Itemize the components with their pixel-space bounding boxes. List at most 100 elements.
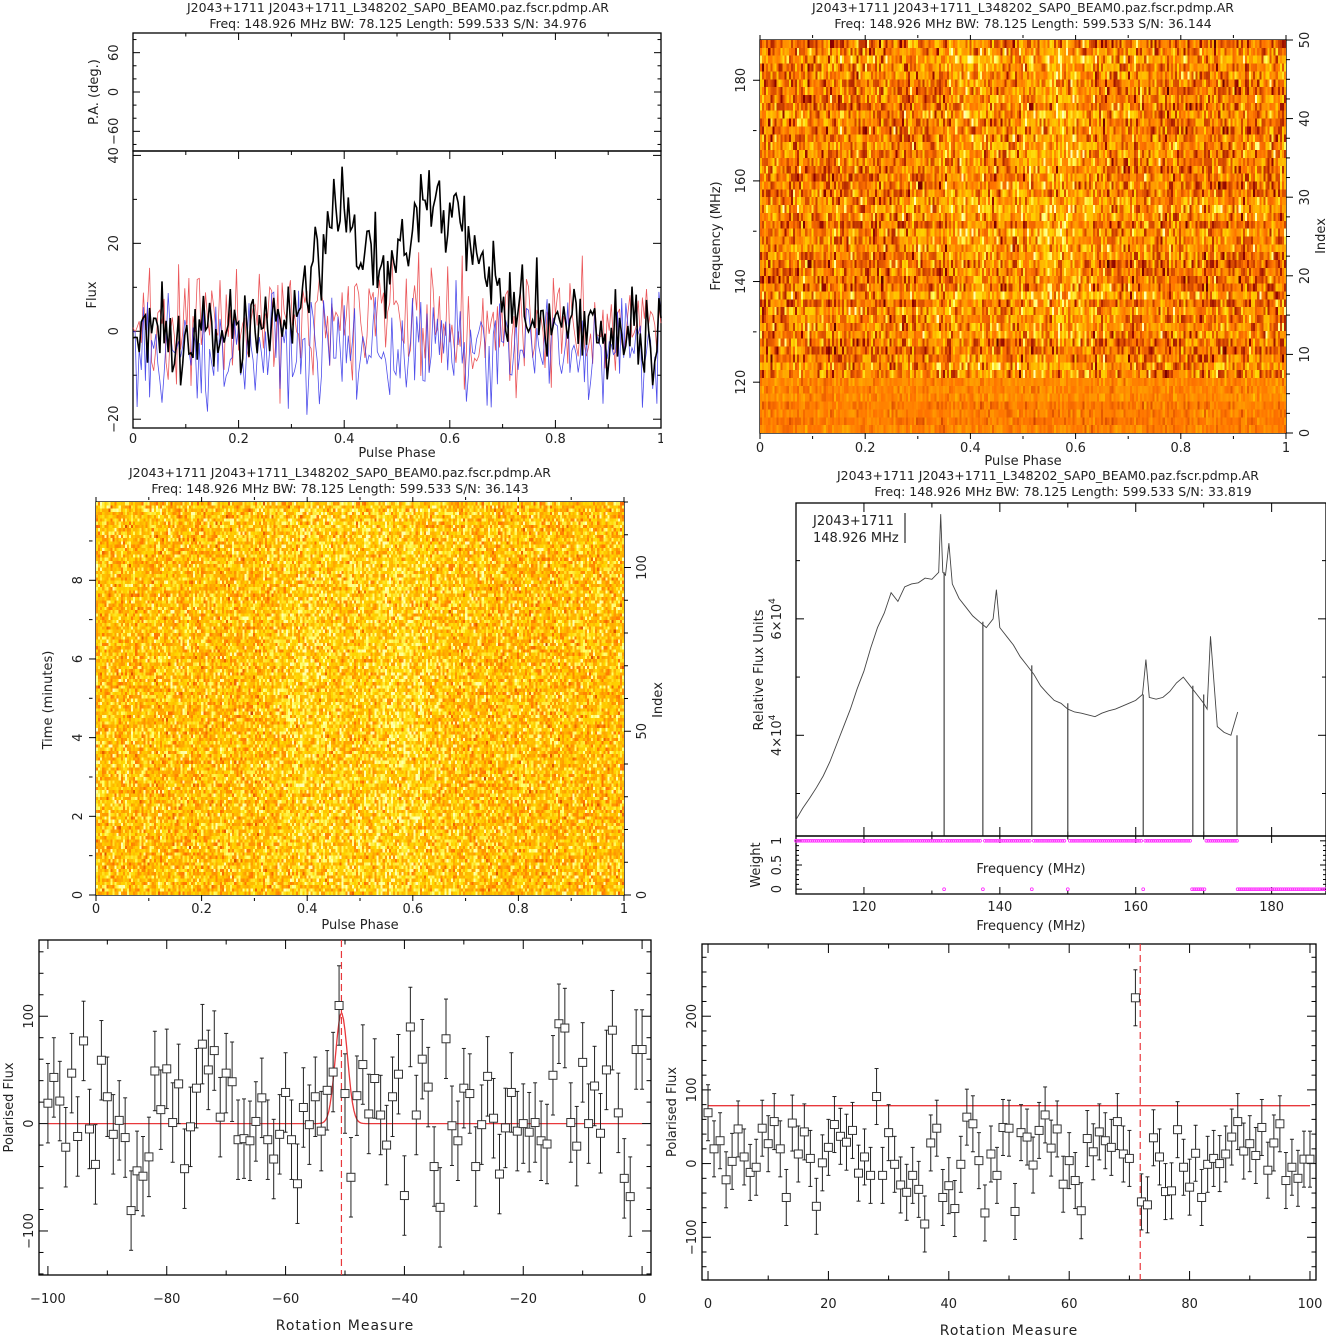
rm-data-point	[1185, 1182, 1195, 1192]
rm-data-point	[168, 1118, 178, 1128]
rm-data-point	[197, 1039, 207, 1049]
rm-data-point	[1179, 1162, 1189, 1172]
weight-point	[1262, 887, 1267, 892]
rm-data-point	[1215, 1159, 1225, 1169]
weight-point	[1188, 838, 1192, 843]
rm-data-point	[811, 1201, 821, 1211]
rm-data-point	[1076, 1206, 1086, 1216]
rm-data-point	[1293, 1173, 1303, 1183]
weight-point	[1001, 838, 1006, 843]
rm-data-point	[483, 1071, 493, 1081]
weight-point	[1202, 887, 1207, 892]
rm-data-point	[968, 1119, 978, 1129]
rm-data-point	[1004, 1123, 1014, 1133]
flux-y-tick-label: 0	[107, 327, 122, 335]
rm-data-point	[805, 1153, 815, 1163]
x-tick-label: 0.4	[334, 432, 355, 447]
rm-data-point	[560, 1023, 570, 1033]
rm-data-point	[781, 1192, 791, 1202]
freq-y-tick-label: 140	[734, 269, 749, 294]
weight-point	[924, 838, 929, 843]
weight-point	[865, 838, 870, 843]
weight-point	[1123, 838, 1127, 843]
pa-y-tick-label: −60	[107, 118, 122, 145]
rm-data-point	[102, 1092, 112, 1102]
weight-point	[1186, 838, 1190, 843]
weight-point	[1139, 838, 1144, 843]
weight-point	[1294, 887, 1299, 892]
weight-point	[1044, 838, 1048, 843]
rm-data-point	[739, 1152, 749, 1162]
weight-point	[1076, 838, 1080, 843]
weight-point	[1292, 887, 1297, 892]
weight-point	[1125, 838, 1129, 843]
weight-point	[1090, 838, 1095, 843]
weight-point	[1159, 838, 1164, 843]
weight-point	[1025, 838, 1030, 843]
rm-data-point	[584, 1119, 594, 1129]
rm-data-point	[364, 1109, 374, 1119]
weight-point	[1184, 838, 1188, 843]
rm-data-point	[263, 1135, 273, 1145]
rm-data-point	[126, 1206, 136, 1216]
weight-point	[1229, 838, 1233, 843]
rm-data-point	[733, 1124, 743, 1134]
weight-point	[1080, 838, 1084, 843]
weight-point	[818, 838, 823, 843]
weight-point	[1127, 838, 1131, 843]
weight-inner-x-label: Frequency (MHz)	[976, 862, 1085, 877]
rm-data-point	[1197, 1192, 1207, 1202]
weight-point	[1290, 887, 1295, 892]
rm-data-point	[938, 1192, 948, 1202]
rm-data-point	[745, 1167, 755, 1177]
weight-point	[1235, 887, 1240, 892]
weight-point	[900, 838, 904, 843]
rm-data-point	[823, 1142, 833, 1152]
weight-point	[1067, 838, 1072, 843]
weight-point	[1038, 838, 1042, 843]
rm-data-point	[1064, 1156, 1074, 1166]
rm-data-point	[180, 1164, 190, 1174]
rm-data-point	[156, 1105, 166, 1115]
weight-point	[1276, 887, 1281, 892]
weight-point	[804, 838, 809, 843]
freq-y-tick-label: 160	[734, 168, 749, 193]
rm-data-point	[1040, 1110, 1050, 1120]
rm-data-point	[90, 1159, 100, 1169]
weight-point	[885, 838, 890, 843]
rm-data-point	[411, 1110, 421, 1120]
weight-point	[943, 838, 948, 843]
rm-data-point	[926, 1138, 936, 1148]
x-tick-label: 0	[92, 902, 100, 917]
rm-data-point	[799, 1127, 809, 1137]
weight-point	[1078, 838, 1082, 843]
profile-line-blue	[132, 280, 662, 415]
spectrum-annotation-source: J2043+1711	[812, 514, 894, 529]
rm-data-point	[1082, 1134, 1092, 1144]
weight-point	[934, 838, 939, 843]
weight-point	[978, 838, 982, 843]
rm-data-point	[1203, 1159, 1213, 1169]
weight-point	[1102, 838, 1107, 843]
rm-data-point	[1245, 1139, 1255, 1149]
rm-x-axis-label: Rotation Measure	[276, 1318, 415, 1334]
rm-data-point	[1154, 1152, 1164, 1162]
rm-data-point	[328, 1067, 338, 1077]
rm-data-point	[896, 1180, 906, 1190]
weight-point	[991, 838, 995, 843]
rm-data-point	[1028, 1160, 1038, 1170]
rm-data-point	[590, 1081, 600, 1091]
flux-y-tick-label: −20	[107, 405, 122, 432]
index-tick-label: 30	[1298, 189, 1313, 206]
pa-y-axis-label: P.A. (deg.)	[87, 59, 102, 125]
weight-point	[879, 838, 884, 843]
weight-point	[1088, 838, 1093, 843]
weight-point	[1173, 838, 1178, 843]
weight-point	[828, 838, 833, 843]
weight-point	[851, 838, 855, 843]
rm-data-point	[518, 1119, 528, 1129]
rm-data-point	[1305, 1154, 1315, 1164]
weight-point	[912, 838, 917, 843]
weight-point	[951, 838, 956, 843]
rm-data-point	[1094, 1127, 1104, 1137]
